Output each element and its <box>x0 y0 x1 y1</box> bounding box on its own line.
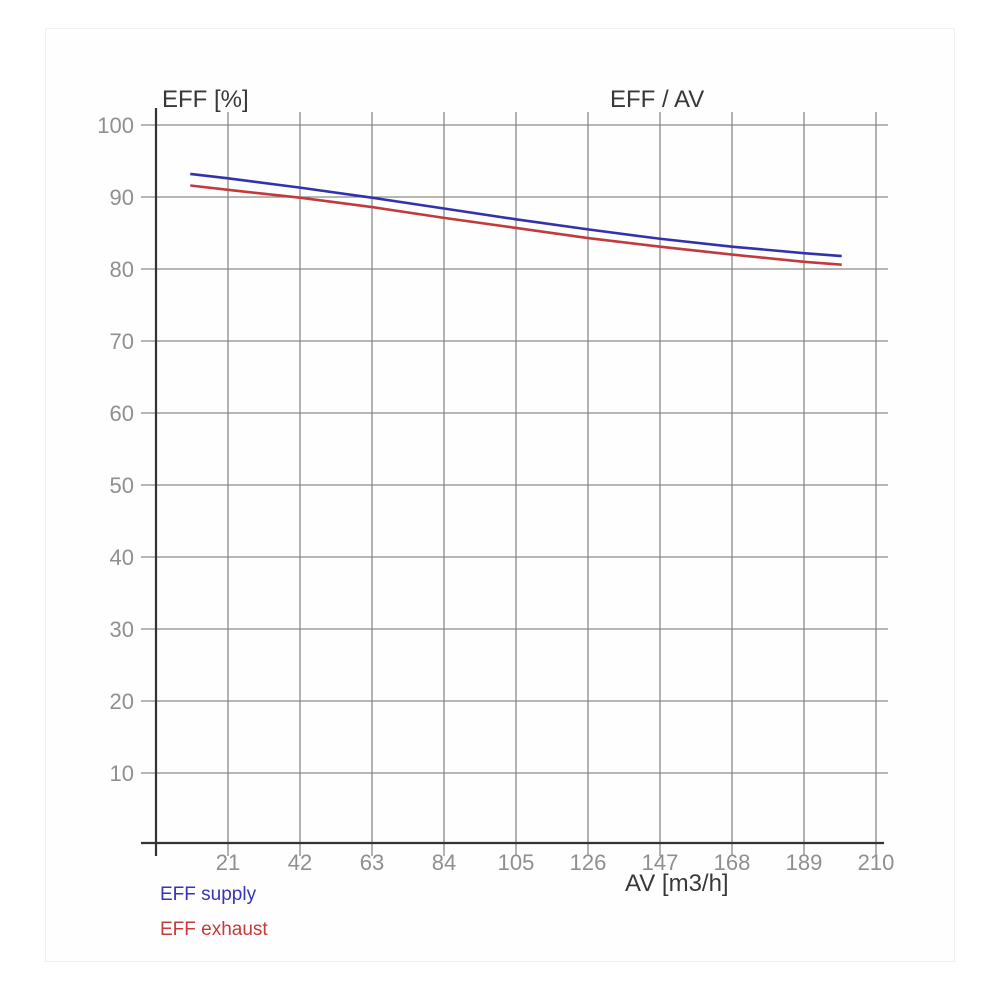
x-axis-title: AV [m3/h] <box>625 870 729 897</box>
y-tick-label: 90 <box>110 185 134 210</box>
chart-legend: EFF supply EFF exhaust <box>160 885 268 955</box>
x-tick-label: 63 <box>360 850 384 875</box>
exhaust-series-line <box>190 184 842 266</box>
y-tick-label: 50 <box>110 473 134 498</box>
supply-series-line <box>190 172 842 258</box>
x-tick-label: 126 <box>570 850 607 875</box>
legend-item-supply: EFF supply <box>160 884 257 905</box>
x-tick-label: 21 <box>216 850 240 875</box>
x-tick-label: 42 <box>288 850 312 875</box>
y-tick-label: 10 <box>110 761 134 786</box>
y-tick-label: 60 <box>110 401 134 426</box>
y-tick-label: 40 <box>110 545 134 570</box>
y-tick-label: 70 <box>110 329 134 354</box>
x-tick-label: 84 <box>432 850 456 875</box>
x-tick-label: 210 <box>858 850 895 875</box>
y-tick-label: 80 <box>110 257 134 282</box>
y-tick-label: 100 <box>97 113 134 138</box>
chart-title: EFF / AV <box>610 86 705 113</box>
x-tick-label: 147 <box>642 850 679 875</box>
x-tick-label: 105 <box>498 850 535 875</box>
chart-image-frame <box>45 28 955 962</box>
x-tick-label: 168 <box>714 850 751 875</box>
legend-item-exhaust: EFF exhaust <box>160 919 268 940</box>
y-tick-label: 20 <box>110 689 134 714</box>
y-axis-title: EFF [%] <box>162 86 249 113</box>
x-tick-label: 189 <box>786 850 823 875</box>
y-tick-label: 30 <box>110 617 134 642</box>
